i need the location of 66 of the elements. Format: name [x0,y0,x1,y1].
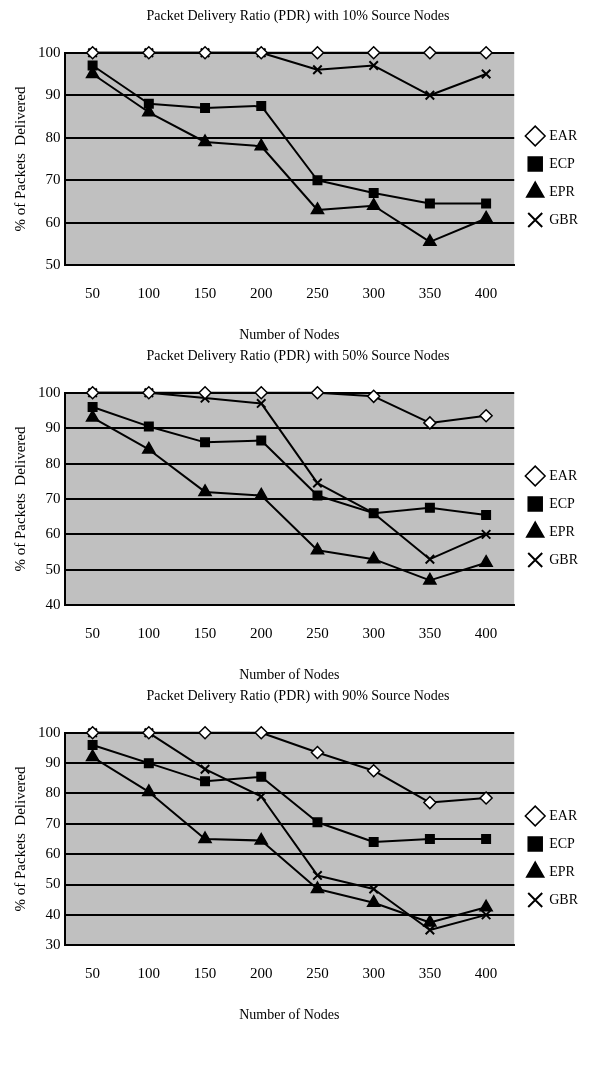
x-tick-label: 150 [193,285,217,302]
y-axis-title: % of Packets Delivered [11,766,28,912]
x-tick-label: 300 [362,285,385,302]
y-tick-label: 40 [45,596,61,613]
x-tick-label: 200 [250,625,273,642]
x-tick-label: 350 [418,965,442,982]
y-tick-label: 70 [45,171,61,188]
x-tick-label: 100 [137,965,161,982]
x-tick-label: 150 [193,625,217,642]
chart-title: Packet Delivery Ratio (PDR) with 50% Source Nodes [146,348,450,365]
x-tick-label: 300 [362,625,385,642]
y-tick-label: 90 [45,419,61,436]
y-tick-label: 60 [45,845,61,862]
y-tick-label: 40 [45,905,61,922]
legend-label: EPR [549,183,576,199]
x-axis-title: Number of Nodes [239,1007,340,1023]
x-tick-label: 250 [306,285,329,302]
legend-label: GBR [549,211,579,227]
y-tick-label: 100 [38,43,61,60]
legend-label: ECP [549,495,576,511]
y-tick-label: 90 [45,86,61,103]
y-tick-label: 80 [45,128,61,145]
y-tick-label: 90 [45,754,61,771]
y-tick-label: 60 [45,213,61,230]
chart-title: Packet Delivery Ratio (PDR) with 90% Source Nodes [146,688,450,705]
y-tick-label: 50 [45,560,61,577]
legend-label: EPR [549,863,576,879]
legend-label: EAR [549,127,578,143]
y-tick-label: 50 [45,256,61,273]
legend-label: EPR [549,523,576,539]
x-tick-label: 150 [193,965,217,982]
x-tick-label: 50 [85,625,101,642]
y-tick-label: 80 [45,454,61,471]
chart-title: Packet Delivery Ratio (PDR) with 10% Source Nodes [146,8,450,25]
legend-label: ECP [549,835,576,851]
x-tick-label: 400 [474,965,498,982]
x-axis-title: Number of Nodes [239,667,340,683]
legend-label: ECP [549,155,576,171]
y-axis-title: % of Packets Delivered [11,86,28,232]
x-tick-label: 200 [250,285,273,302]
x-tick-label: 100 [137,625,161,642]
x-tick-label: 300 [362,965,385,982]
y-tick-label: 80 [45,784,61,801]
legend-label: GBR [549,551,579,567]
x-tick-label: 250 [306,965,329,982]
x-tick-label: 250 [306,625,329,642]
y-axis-title: % of Packets Delivered [11,426,28,572]
legend-label: EAR [549,467,578,483]
x-axis-title: Number of Nodes [239,327,340,343]
x-tick-label: 100 [137,285,161,302]
y-tick-label: 100 [38,383,61,400]
legend-label: EAR [549,807,578,823]
y-tick-label: 50 [45,875,61,892]
y-tick-label: 70 [45,814,61,831]
x-tick-label: 400 [474,285,498,302]
y-tick-label: 30 [45,936,61,953]
y-tick-label: 70 [45,489,61,506]
y-tick-label: 100 [38,723,61,740]
y-tick-label: 60 [45,525,61,542]
legend-label: GBR [549,891,579,907]
x-tick-label: 350 [418,625,442,642]
x-tick-label: 400 [474,625,498,642]
x-tick-label: 50 [85,285,101,302]
x-tick-label: 200 [250,965,273,982]
x-tick-label: 350 [418,285,442,302]
x-tick-label: 50 [85,965,101,982]
